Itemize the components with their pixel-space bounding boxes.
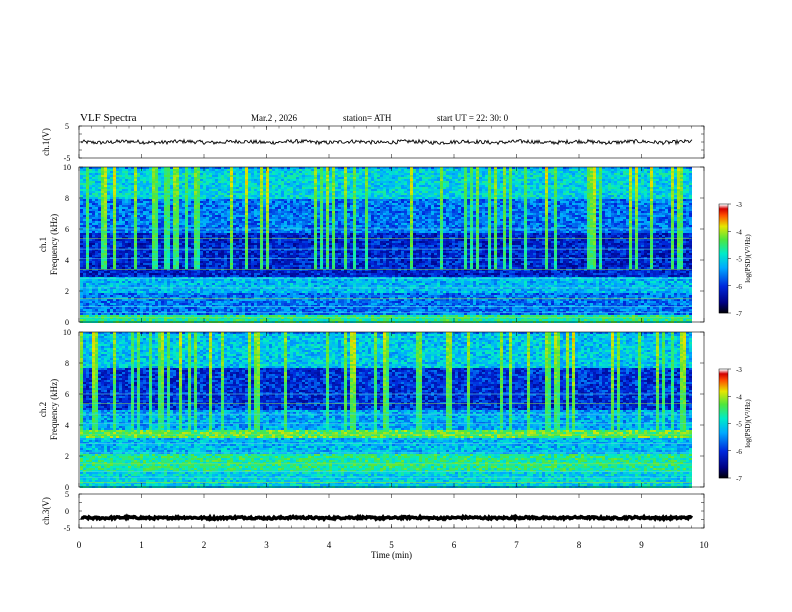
xtick-label-7: 7	[514, 540, 519, 550]
start-ut-label: start UT = 22: 30: 0	[437, 113, 508, 123]
ch1-spectrogram-ylabel: Frequency (kHz)	[49, 214, 59, 275]
ch1-waveform-ylabel: ch.1(V)	[41, 128, 51, 156]
xtick-label-10: 10	[700, 540, 710, 550]
ch2-spectrogram-ylabel: Frequency (kHz)	[49, 379, 59, 440]
ch1-waveform-trace	[80, 138, 693, 146]
ch2-spectrogram-colorbar-label: log(PSD)(V²/Hz)	[744, 399, 752, 448]
xaxis-label: Time (min)	[371, 550, 412, 560]
ch2-spectrogram-colorbar-tick-1: -4	[736, 393, 742, 401]
xtick-label-3: 3	[264, 540, 269, 550]
ch1-spectrogram-colorbar-tick-4: -7	[736, 310, 742, 318]
ch2-spectrogram-ytick-label-3: 6	[65, 390, 69, 399]
ch2-spectrogram-colorbar-tick-4: -7	[736, 475, 742, 483]
ch3-waveform-ytick-label-2: -5	[64, 524, 71, 533]
ch3-waveform-ytick-label-0: 5	[65, 490, 69, 499]
ch2-spectrogram-colorbar-tick-3: -6	[736, 448, 742, 456]
ch2-spectrogram-ytick-label-2: 4	[65, 421, 69, 430]
ch1-spectrogram-ytick-label-2: 4	[65, 256, 69, 265]
ch2-spectrogram-channel-label: ch.2	[38, 402, 48, 417]
ch1-waveform-ytick-label-1: -5	[64, 154, 71, 163]
ch1-waveform-ytick-label-0: 5	[65, 122, 69, 131]
xtick-label-8: 8	[577, 540, 582, 550]
ch1-spectrogram-ytick-label-4: 8	[65, 194, 69, 203]
xtick-label-2: 2	[202, 540, 207, 550]
xtick-label-4: 4	[327, 540, 332, 550]
ch2-spectrogram-ytick-label-5: 10	[63, 328, 71, 337]
ch1-spectrogram-colorbar-tick-1: -4	[736, 228, 742, 236]
ch1-spectrogram-colorbar-label: log(PSD)(V²/Hz)	[744, 234, 752, 283]
ch3-waveform-frame	[78, 493, 705, 529]
ch2-spectrogram-pixels	[80, 332, 692, 488]
ch2-spectrogram-colorbar-tick-2: -5	[736, 421, 742, 429]
ch1-spectrogram-ytick-label-0: 0	[65, 318, 69, 327]
ch2-spectrogram-ytick-label-1: 2	[65, 452, 69, 461]
ch1-spectrogram-colorbar-tick-2: -5	[736, 256, 742, 264]
ch1-spectrogram-colorbar-tick-3: -6	[736, 283, 742, 291]
xtick-label-9: 9	[639, 540, 644, 550]
ch1-spectrogram-colorbar	[719, 204, 728, 314]
xtick-label-5: 5	[389, 540, 394, 550]
ch3-waveform-ylabel: ch.3(V)	[41, 497, 51, 525]
chart-title: VLF Spectra	[80, 112, 137, 124]
ch2-spectrogram-colorbar-tick-0: -3	[736, 366, 742, 374]
ch3-waveform-trace	[80, 513, 694, 523]
ch2-spectrogram-ytick-label-0: 0	[65, 483, 69, 492]
date-label: Mar.2 , 2026	[251, 113, 297, 123]
ch3-waveform-ytick-label-1: 0	[65, 507, 69, 516]
ch2-spectrogram-ytick-label-4: 8	[65, 359, 69, 368]
ch1-spectrogram-ytick-label-1: 2	[65, 287, 69, 296]
ch1-spectrogram-ytick-label-3: 6	[65, 225, 69, 234]
xtick-label-1: 1	[139, 540, 144, 550]
ch1-spectrogram-colorbar-tick-0: -3	[736, 201, 742, 209]
ch1-spectrogram-pixels	[80, 167, 692, 323]
ch2-spectrogram-colorbar	[719, 369, 728, 479]
ch1-spectrogram-ytick-label-5: 10	[63, 163, 71, 172]
xtick-label-0: 0	[77, 540, 82, 550]
ch1-spectrogram-channel-label: ch.1	[38, 237, 48, 252]
station-label: station= ATH	[343, 113, 391, 123]
xtick-label-6: 6	[452, 540, 457, 550]
